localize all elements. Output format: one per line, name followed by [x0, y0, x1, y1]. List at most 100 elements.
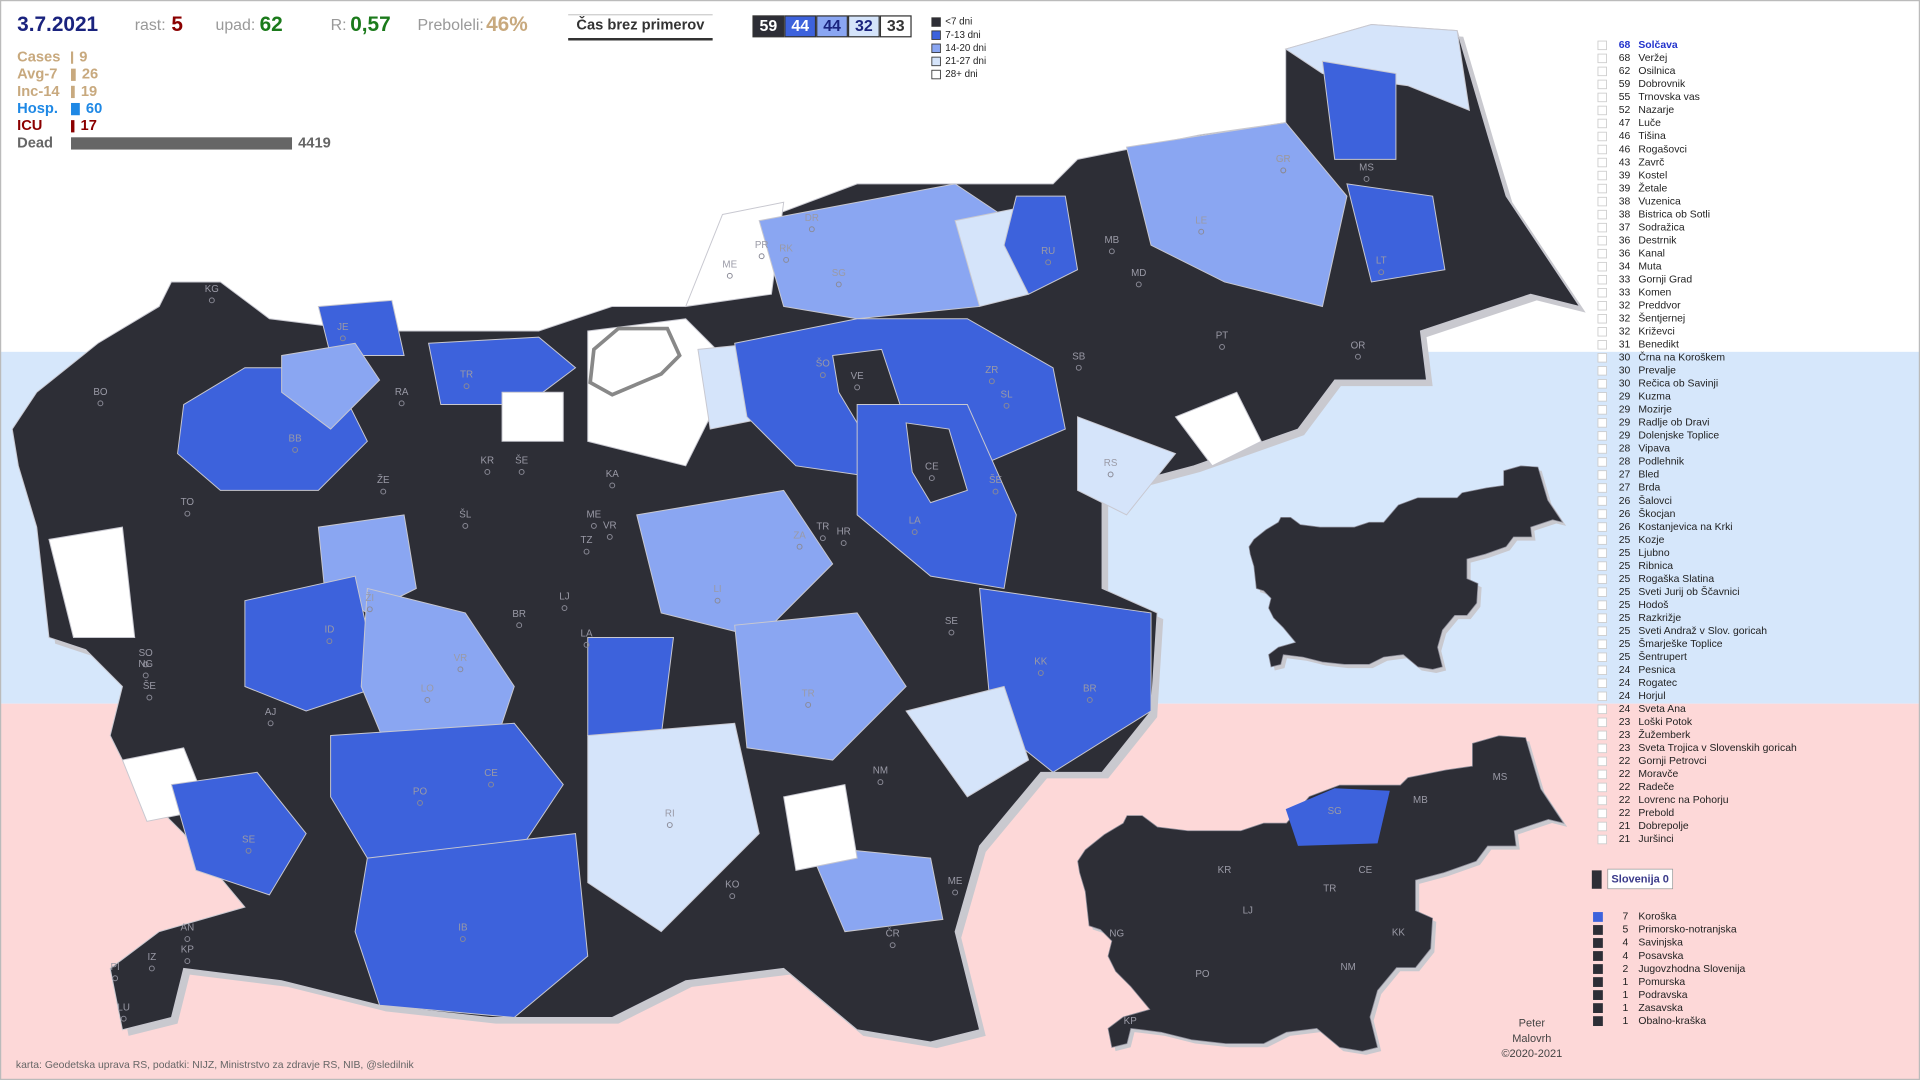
municipality-name[interactable]: Sveti Jurij ob Ščavnici [1638, 585, 1739, 598]
municipality-name[interactable]: Sveta Trojica v Slovenskih goricah [1638, 743, 1797, 754]
municipality-name[interactable]: Ljubno [1638, 548, 1669, 559]
municipality-name[interactable]: Juršinci [1638, 834, 1673, 845]
municipality-name[interactable]: Rogatec [1638, 678, 1677, 689]
checkbox[interactable] [1597, 600, 1607, 610]
municipality-name[interactable]: Nazarje [1638, 105, 1674, 116]
municipality-name[interactable]: Žetale [1638, 181, 1667, 194]
municipality-name[interactable]: Škocjan [1638, 507, 1675, 520]
municipality-name[interactable]: Hodoš [1638, 600, 1668, 611]
checkbox[interactable] [1597, 405, 1607, 415]
checkbox[interactable] [1597, 522, 1607, 532]
municipality-name[interactable]: Radeče [1638, 782, 1674, 793]
checkbox[interactable] [1597, 639, 1607, 649]
municipality-name[interactable]: Sveta Ana [1638, 704, 1686, 715]
municipality-name[interactable]: Črna na Koroškem [1638, 351, 1725, 364]
checkbox[interactable] [1597, 418, 1607, 428]
municipality-name[interactable]: Gornji Petrovci [1638, 756, 1706, 767]
checkbox[interactable] [1597, 704, 1607, 715]
municipality-name[interactable]: Gornji Grad [1638, 274, 1692, 285]
municipality-name[interactable]: Zavrč [1638, 157, 1664, 168]
municipality-name[interactable]: Trnovska vas [1638, 92, 1699, 103]
checkbox[interactable] [1597, 613, 1607, 623]
checkbox[interactable] [1597, 183, 1607, 194]
checkbox[interactable] [1597, 769, 1607, 780]
municipality-name[interactable]: Osilnica [1638, 66, 1675, 77]
municipality-name[interactable]: Muta [1638, 261, 1661, 272]
municipality-name[interactable]: Kanal [1638, 248, 1665, 259]
checkbox[interactable] [1597, 340, 1607, 350]
checkbox[interactable] [1597, 496, 1607, 506]
checkbox[interactable] [1597, 379, 1607, 389]
municipality-name[interactable]: Veržej [1638, 53, 1667, 64]
checkbox[interactable] [1597, 392, 1607, 402]
municipality-name[interactable]: Moravče [1638, 769, 1678, 780]
checkbox[interactable] [1597, 105, 1607, 116]
checkbox[interactable] [1597, 327, 1607, 337]
checkbox[interactable] [1597, 301, 1607, 311]
municipality-name[interactable]: Rečica ob Savinji [1638, 379, 1718, 390]
municipality-name[interactable]: Dolenjske Toplice [1638, 431, 1719, 442]
checkbox[interactable] [1597, 795, 1607, 806]
checkbox[interactable] [1597, 548, 1607, 558]
checkbox[interactable] [1597, 730, 1607, 741]
municipality-name[interactable]: Sveti Andraž v Slov. goricah [1638, 626, 1767, 637]
municipality-name[interactable]: Mozirje [1638, 405, 1672, 416]
checkbox[interactable] [1597, 444, 1607, 454]
checkbox[interactable] [1597, 366, 1607, 376]
checkbox[interactable] [1597, 53, 1607, 64]
municipality-name[interactable]: Šentjernej [1638, 311, 1685, 324]
municipality-name[interactable]: Žužemberk [1638, 728, 1691, 741]
municipality-name[interactable]: Kostanjevica na Krki [1638, 522, 1732, 533]
municipality-name[interactable]: Brda [1638, 483, 1660, 494]
checkbox[interactable] [1597, 144, 1607, 155]
municipality-name[interactable]: Loški Potok [1638, 717, 1693, 728]
checkbox[interactable] [1597, 756, 1607, 767]
checkbox[interactable] [1597, 834, 1607, 845]
checkbox[interactable] [1597, 157, 1607, 168]
municipality-name[interactable]: Pesnica [1638, 665, 1675, 676]
municipality-name[interactable]: Rogašovci [1638, 144, 1687, 155]
checkbox[interactable] [1597, 79, 1607, 90]
checkbox[interactable] [1597, 222, 1607, 233]
checkbox[interactable] [1597, 678, 1607, 689]
checkbox[interactable] [1597, 248, 1607, 259]
checkbox[interactable] [1597, 209, 1607, 220]
municipality-name[interactable]: Horjul [1638, 691, 1665, 702]
municipality-name[interactable]: Dobrovnik [1638, 79, 1686, 90]
municipality-name[interactable]: Dobrepolje [1638, 821, 1689, 832]
municipality-name[interactable]: Podlehnik [1638, 457, 1684, 468]
municipality-name[interactable]: Kozje [1638, 535, 1664, 546]
municipality-name[interactable]: Bistrica ob Sotli [1638, 209, 1710, 220]
checkbox[interactable] [1597, 743, 1607, 754]
checkbox[interactable] [1597, 274, 1607, 285]
button[interactable]: Čas brez primerov [576, 16, 705, 34]
checkbox[interactable] [1597, 808, 1607, 819]
checkbox[interactable] [1597, 170, 1607, 181]
checkbox[interactable] [1597, 118, 1607, 129]
checkbox[interactable] [1597, 431, 1607, 441]
municipality-name[interactable]: Šmarješke Toplice [1638, 637, 1722, 650]
checkbox[interactable] [1597, 261, 1607, 272]
checkbox[interactable] [1597, 782, 1607, 793]
municipality-name[interactable]: Benedikt [1638, 340, 1679, 351]
checkbox[interactable] [1597, 535, 1607, 545]
checkbox[interactable] [1597, 131, 1607, 142]
municipality-name[interactable]: Kostel [1638, 170, 1667, 181]
checkbox[interactable] [1597, 574, 1607, 584]
municipality-name[interactable]: Prebold [1638, 808, 1674, 819]
checkbox[interactable] [1597, 470, 1607, 480]
municipality-name[interactable]: Vipava [1638, 444, 1670, 455]
municipality-name[interactable]: Solčava [1638, 40, 1678, 51]
municipality-name[interactable]: Šalovci [1638, 494, 1672, 507]
checkbox[interactable] [1597, 314, 1607, 324]
checkbox[interactable] [1597, 821, 1607, 832]
municipality-name[interactable]: Lovrenc na Pohorju [1638, 795, 1728, 806]
checkbox[interactable] [1597, 587, 1607, 597]
checkbox[interactable] [1597, 235, 1607, 246]
municipality-name[interactable]: Razkrižje [1638, 613, 1681, 624]
municipality-name[interactable]: Destrnik [1638, 235, 1677, 246]
municipality-name[interactable]: Komen [1638, 287, 1671, 298]
municipality-name[interactable]: Tišina [1638, 131, 1666, 142]
checkbox[interactable] [1597, 196, 1607, 207]
checkbox[interactable] [1597, 40, 1607, 51]
